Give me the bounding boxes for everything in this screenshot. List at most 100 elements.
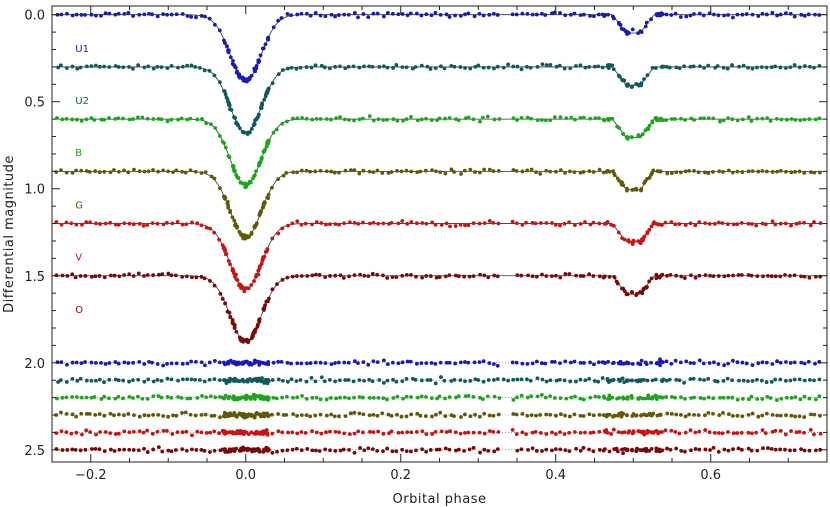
residual-point: [151, 413, 155, 417]
data-point: [618, 23, 623, 27]
residual-point: [79, 395, 84, 400]
data-point: [117, 274, 122, 279]
data-point: [259, 105, 264, 109]
residual-point: [466, 393, 471, 398]
data-point: [208, 226, 213, 231]
residual-point: [414, 361, 419, 366]
data-point: [263, 249, 268, 254]
residual-point: [607, 449, 612, 454]
data-point: [515, 273, 520, 278]
data-point: [270, 287, 275, 292]
residual-point: [280, 395, 285, 400]
data-point: [381, 221, 386, 226]
residual-point: [601, 394, 606, 399]
data-point: [806, 12, 811, 17]
residual-point: [223, 430, 228, 435]
data-point: [298, 65, 303, 70]
data-point: [169, 273, 174, 278]
residual-point: [428, 378, 433, 382]
data-point: [59, 12, 64, 17]
residual-point: [395, 412, 399, 417]
residual-point: [166, 414, 171, 419]
data-point: [554, 64, 559, 69]
data-point: [319, 221, 324, 225]
data-point: [285, 12, 290, 16]
data-point: [510, 12, 515, 17]
residual-point: [640, 448, 645, 453]
residual-point: [439, 429, 444, 434]
data-point: [409, 272, 413, 277]
data-point: [798, 118, 803, 123]
residual-point: [789, 395, 794, 400]
residual-point: [140, 396, 145, 401]
residual-point: [116, 378, 121, 383]
residual-point: [674, 377, 679, 382]
data-point: [495, 13, 500, 17]
data-point: [692, 12, 696, 16]
data-point: [362, 64, 366, 69]
residual-point: [391, 377, 395, 382]
data-point: [145, 273, 150, 277]
residual-point: [165, 376, 170, 381]
data-point: [558, 115, 563, 120]
residual-point: [506, 378, 511, 383]
data-point: [74, 222, 79, 227]
residual-point: [84, 411, 89, 416]
residual-point: [243, 396, 248, 401]
data-point: [285, 275, 290, 280]
residual-point: [746, 397, 751, 402]
data-point: [226, 205, 231, 210]
data-point: [596, 64, 601, 69]
residual-point: [802, 415, 807, 419]
data-point: [448, 224, 452, 229]
data-point: [199, 14, 204, 18]
residual-point: [535, 394, 540, 399]
data-point: [443, 116, 447, 121]
residual-point: [583, 378, 588, 383]
residual-point: [92, 395, 97, 399]
residual-point: [627, 429, 632, 434]
residual-point: [193, 377, 198, 382]
residual-point: [538, 431, 543, 435]
data-point: [482, 221, 487, 226]
data-point: [478, 119, 482, 124]
residual-point: [629, 394, 634, 398]
residual-point: [195, 429, 200, 434]
residual-point: [113, 432, 118, 436]
data-point: [75, 117, 79, 122]
residual-point: [221, 414, 226, 419]
data-point: [346, 12, 351, 17]
residual-point: [343, 414, 348, 418]
data-point: [145, 223, 150, 227]
data-point: [491, 11, 496, 16]
residual-point: [108, 447, 113, 452]
residual-point: [127, 430, 132, 435]
residual-point: [248, 360, 252, 365]
residual-point: [386, 412, 391, 417]
data-point: [807, 117, 812, 122]
residual-point: [749, 394, 754, 399]
residual-point: [478, 450, 482, 455]
data-point: [112, 168, 116, 172]
data-point: [741, 63, 746, 68]
residual-point: [563, 413, 567, 418]
data-point: [515, 64, 520, 69]
data-point: [812, 65, 816, 70]
residual-point: [375, 413, 380, 418]
residual-point: [756, 414, 761, 419]
data-point: [683, 117, 687, 122]
residual-point: [764, 411, 769, 416]
residual-point: [797, 430, 802, 434]
data-point: [225, 200, 230, 204]
residual-point: [540, 377, 545, 382]
residual-point: [626, 378, 630, 383]
data-point: [195, 117, 200, 122]
residual-point: [228, 448, 233, 453]
residual-point: [726, 430, 730, 434]
residual-point: [189, 377, 194, 382]
residual-point: [486, 378, 491, 382]
residual-point: [463, 431, 467, 435]
residual-point: [126, 412, 131, 416]
data-point: [333, 273, 338, 278]
data-point: [447, 15, 452, 19]
